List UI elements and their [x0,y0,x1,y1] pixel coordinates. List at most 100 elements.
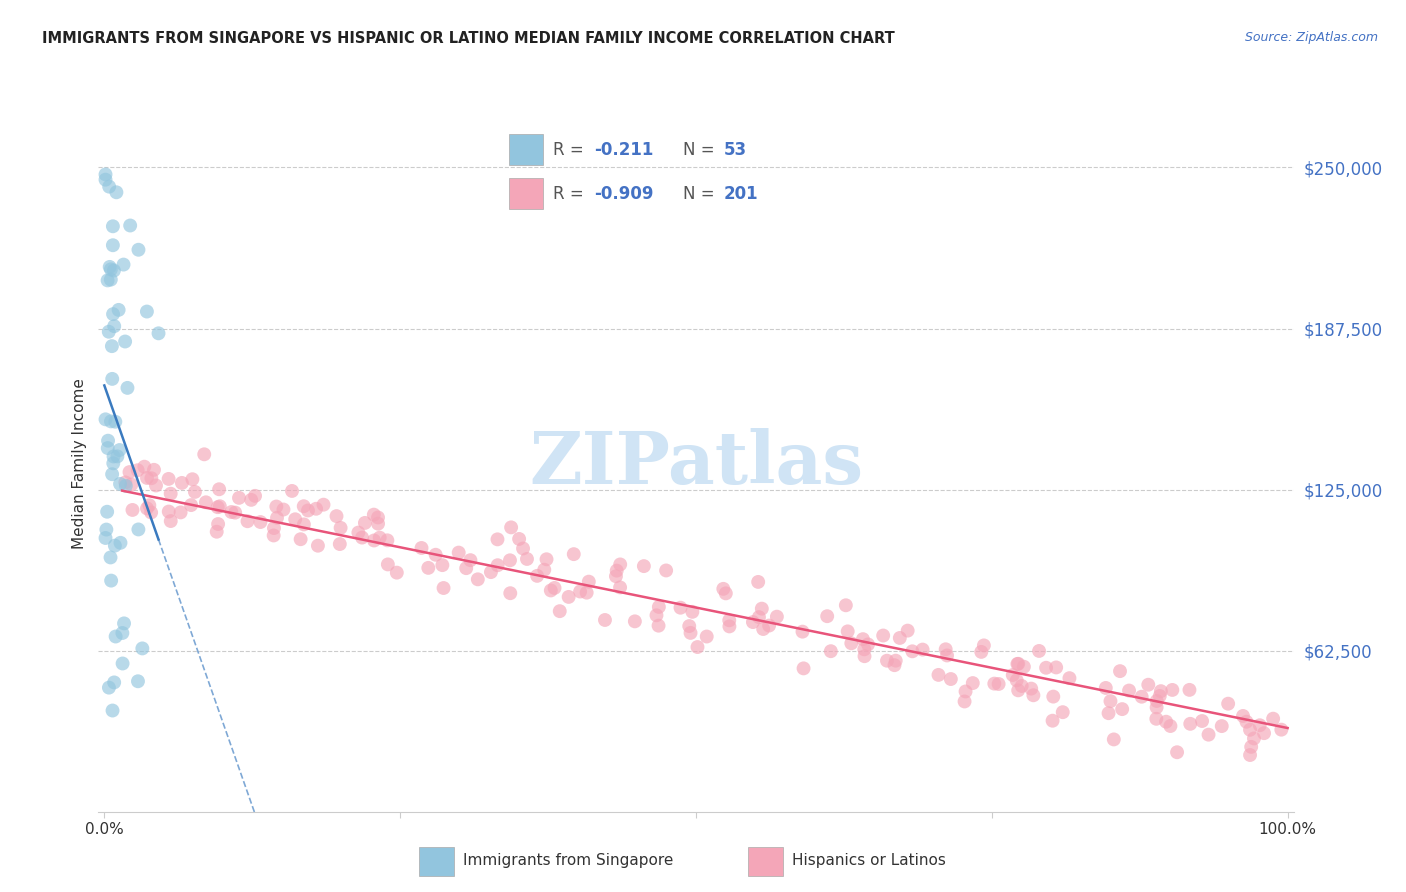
Point [108,443,131,458]
Text: -0.909: -0.909 [593,185,654,202]
Point [1166,745,1188,759]
Point [499,586,522,600]
Point [266,500,288,514]
Point [953,694,976,708]
Point [1263,712,1285,726]
Point [141,471,163,485]
Point [292,500,315,514]
Point [605,569,627,583]
Point [207,516,229,531]
Point [792,624,814,639]
Point [117,381,139,395]
FancyBboxPatch shape [509,178,543,210]
Point [1094,681,1116,695]
Text: R =: R = [553,141,589,159]
Point [385,566,408,580]
Point [562,547,585,561]
Point [1111,702,1133,716]
Point [180,498,202,512]
Point [1180,716,1202,731]
Point [101,219,124,234]
Point [1211,719,1233,733]
Point [418,561,440,575]
Point [815,609,838,624]
Point [889,631,911,645]
Point [114,479,136,493]
Point [136,501,159,516]
Text: 201: 201 [724,185,758,202]
Point [939,672,962,686]
Point [194,495,217,509]
Point [1022,688,1045,702]
Point [1243,731,1265,746]
Point [94,531,117,545]
Point [148,326,170,341]
Point [569,584,592,599]
Point [1045,660,1067,674]
Point [747,574,769,589]
Point [714,586,737,600]
Point [686,640,709,654]
Point [624,615,647,629]
Point [1137,678,1160,692]
Point [354,516,377,530]
Point [111,626,134,640]
Point [236,514,259,528]
Point [157,472,180,486]
Point [1191,714,1213,728]
Point [835,599,858,613]
Point [897,624,920,638]
Point [329,521,352,535]
Point [852,632,875,647]
Point [1150,684,1173,698]
Point [101,339,124,353]
Point [853,642,876,657]
Point [742,615,765,629]
Point [681,605,703,619]
Point [935,642,957,657]
Point [97,325,120,339]
Point [292,517,315,532]
Point [1028,644,1050,658]
Point [633,559,655,574]
Point [1270,723,1292,737]
Point [367,516,389,531]
Point [1005,673,1028,688]
Point [103,263,125,277]
Point [100,550,122,565]
Point [96,505,118,519]
Point [593,613,616,627]
Point [839,636,862,650]
Point [263,528,285,542]
Point [100,574,122,588]
Point [1019,681,1042,696]
Point [118,465,141,479]
Point [105,450,128,464]
Point [533,563,555,577]
Point [1239,747,1261,762]
Point [249,515,271,529]
Point [1159,719,1181,733]
Point [100,414,122,428]
Point [96,523,118,537]
Point [352,531,374,545]
Point [105,186,128,200]
Point [1007,683,1029,698]
Point [103,319,125,334]
Point [578,574,600,589]
Point [329,537,352,551]
Point [679,626,702,640]
Text: 53: 53 [724,141,747,159]
Point [103,450,125,464]
Point [1198,728,1220,742]
Point [135,304,157,318]
Point [499,553,522,567]
Point [240,492,263,507]
Point [138,498,160,512]
Point [104,415,127,429]
Point [1099,694,1122,708]
Point [120,477,142,491]
Point [606,564,628,578]
Point [98,179,121,194]
Point [718,619,741,633]
